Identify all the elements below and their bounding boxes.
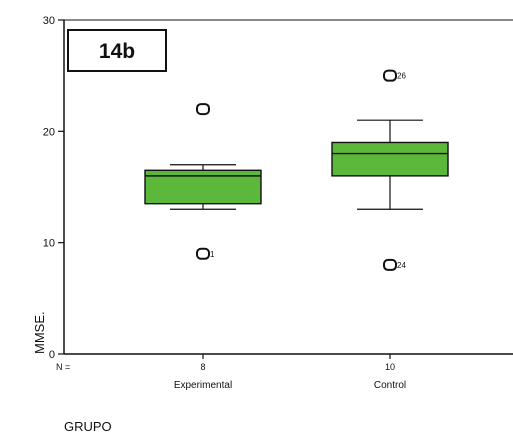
box-group-control: 26 24 10 Control [331,69,449,391]
y-tick-label: 30 [43,15,55,27]
n-label: N = [56,362,70,372]
outlier-label: 26 [397,72,406,81]
outlier-label: 24 [397,261,406,270]
y-axis-title: MMSE. [32,311,47,354]
outlier-label: 1 [210,250,215,259]
y-tick-label: 20 [43,126,55,138]
box-groups: 1 8 Experimental 26 24 10 Control [144,69,449,391]
category-label: Experimental [174,380,232,391]
category-label: Control [374,380,406,391]
y-tick-label: 10 [43,238,55,250]
group-n-count: 8 [200,362,205,372]
outlier-point [196,247,210,260]
outlier-point [383,69,397,82]
group-n-count: 10 [385,362,395,372]
y-ticks: 0 10 20 30 [43,15,64,361]
panel-label-box [67,29,167,72]
x-axis-title: GRUPO [64,419,112,434]
outlier-point [196,103,210,116]
box [331,141,449,177]
box-group-experimental: 1 8 Experimental [144,103,262,391]
y-tick-label: 0 [49,349,55,361]
outlier-point [383,258,397,271]
panel-label: 14b [99,40,135,63]
